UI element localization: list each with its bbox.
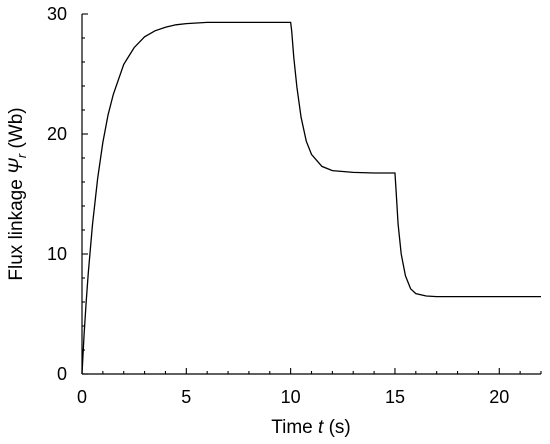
- x-axis-title-prefix: Time: [271, 417, 318, 438]
- y-axis-title-suffix: (Wb): [6, 107, 27, 153]
- y-axis-title-prefix: Flux linkage: [6, 174, 27, 281]
- x-tick-label: 15: [385, 387, 405, 407]
- y-tick-label: 10: [47, 244, 67, 264]
- y-axis-title-subscript: r: [14, 153, 29, 158]
- x-tick-label: 20: [489, 387, 509, 407]
- x-tick-label: 0: [77, 387, 87, 407]
- x-tick-label: 10: [281, 387, 301, 407]
- y-tick-label: 0: [57, 364, 67, 384]
- x-axis-title: Time t (s): [271, 417, 351, 438]
- tick-labels: 0 5 10 15 20 0 10 20 30: [47, 4, 509, 407]
- y-axis-title-variable: Ψ: [6, 157, 27, 174]
- y-tick-label: 20: [47, 124, 67, 144]
- x-tick-label: 5: [181, 387, 191, 407]
- flux-linkage-series-line: [81, 21, 541, 375]
- y-tick-label: 30: [47, 4, 67, 24]
- x-axis-title-variable: t: [318, 417, 324, 438]
- axis-ticks: [81, 13, 542, 375]
- x-axis-title-suffix: (s): [323, 417, 350, 438]
- y-axis-title: Flux linkage Ψr (Wb): [6, 107, 29, 280]
